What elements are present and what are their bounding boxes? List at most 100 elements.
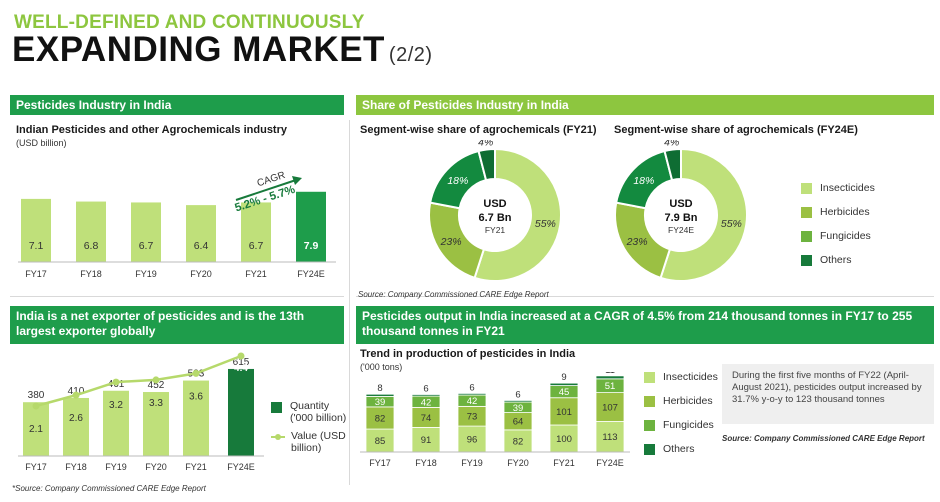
x-tick-label: FY17 bbox=[369, 458, 391, 468]
legend-label: Herbicides bbox=[820, 206, 870, 218]
donut-left-title: Segment-wise share of agrochemicals (FY2… bbox=[360, 124, 597, 136]
stack-others-FY18 bbox=[411, 394, 441, 397]
legend2-item-others: Others bbox=[644, 443, 695, 455]
stack-value-label: 64 bbox=[513, 417, 524, 428]
legend-swatch-fungicides bbox=[801, 230, 812, 242]
bar-value-label: 6.4 bbox=[194, 240, 209, 252]
page-title-text: EXPANDING MARKET bbox=[12, 30, 385, 69]
legend-label: Others bbox=[820, 254, 852, 266]
x-tick-label: FY20 bbox=[190, 269, 212, 279]
stack-value-label: 45 bbox=[559, 387, 570, 398]
x-tick-label: FY18 bbox=[80, 269, 102, 279]
donut-center-line2: 7.9 Bn bbox=[664, 212, 697, 224]
bar-value-label: 7.9 bbox=[304, 240, 319, 252]
quantity-label: 410 bbox=[68, 386, 85, 397]
exporter-combo-chart: 380FY17410FY18461FY19452FY20533FY21615FY… bbox=[18, 352, 264, 472]
section-header-output: Pesticides output in India increased at … bbox=[356, 306, 934, 344]
legend-item-quantity: Quantity ('000 billion) bbox=[271, 400, 354, 424]
section-header-pesticides: Pesticides Industry in India bbox=[10, 95, 344, 115]
slice-label: 18% bbox=[447, 175, 468, 187]
x-tick-label: FY19 bbox=[105, 462, 127, 472]
value-point bbox=[32, 402, 40, 410]
stack-others-label: 6 bbox=[423, 383, 428, 394]
chart1-unit: (USD billion) bbox=[16, 138, 67, 148]
value-point bbox=[152, 376, 160, 384]
stack-value-label: 42 bbox=[421, 397, 432, 408]
legend2-label: Herbicides bbox=[663, 395, 713, 407]
donut-center-line3: FY24E bbox=[668, 225, 694, 235]
stack-value-label: 39 bbox=[375, 397, 386, 408]
stack-others-FY20 bbox=[503, 400, 533, 403]
chart1-title: Indian Pesticides and other Agrochemical… bbox=[16, 124, 287, 136]
x-tick-label: FY21 bbox=[553, 458, 575, 468]
legend-label: Insecticides bbox=[820, 182, 875, 194]
quantity-bar-FY24E bbox=[228, 368, 254, 456]
page-title: EXPANDING MARKET (2/2) bbox=[12, 30, 433, 70]
stack-insecticides-FY21 bbox=[549, 424, 579, 453]
slice-insecticides bbox=[473, 147, 562, 282]
slice-label: 55% bbox=[721, 218, 742, 230]
legend-item-fungicides: Fungicides bbox=[801, 230, 871, 242]
bar-FY21 bbox=[241, 202, 271, 262]
stack-others-FY19 bbox=[457, 393, 487, 396]
x-tick-label: FY17 bbox=[25, 462, 47, 472]
quantity-bar-FY21 bbox=[183, 380, 209, 456]
stack-others-FY24E bbox=[595, 375, 625, 380]
quantity-bar-FY17 bbox=[23, 402, 49, 456]
quantity-bar-FY20 bbox=[143, 392, 169, 456]
slice-others bbox=[477, 147, 496, 182]
legend-label-quantity: Quantity ('000 billion) bbox=[290, 400, 347, 424]
legend2-label: Others bbox=[663, 443, 695, 455]
page-kicker: WELL-DEFINED AND CONTINUOUSLY bbox=[14, 12, 365, 33]
industry-bar-chart: 7.1 FY17 6.8 FY18 6.7 FY19 6.4 FY20 6.7 FY21 7.9 FY… bbox=[18, 170, 336, 279]
legend-item-herbicides: Herbicides bbox=[801, 206, 870, 218]
value-label: 3.3 bbox=[149, 398, 163, 409]
panel-divider-right bbox=[356, 296, 934, 297]
stack-others-label: 6 bbox=[515, 389, 520, 400]
bar-FY17 bbox=[21, 198, 51, 262]
legend-item-insecticides: Insecticides bbox=[801, 182, 875, 194]
slice-others bbox=[663, 147, 682, 182]
stack-value-label: 113 bbox=[602, 432, 617, 443]
stack-value-label: 51 bbox=[605, 381, 616, 392]
x-tick-label: FY17 bbox=[25, 269, 47, 279]
x-tick-label: FY24E bbox=[227, 462, 255, 472]
stack-value-label: 91 bbox=[421, 435, 432, 446]
x-tick-label: FY20 bbox=[507, 458, 529, 468]
stack-value-label: 42 bbox=[467, 396, 478, 407]
legend-swatch-herbicides bbox=[801, 206, 812, 218]
value-point bbox=[112, 378, 120, 386]
stack-others-label: 8 bbox=[377, 383, 382, 394]
stack-insecticides-FY24E bbox=[595, 421, 625, 453]
chart4-unit: ('000 tons) bbox=[360, 362, 403, 372]
legend2-label: Insecticides bbox=[663, 371, 718, 383]
legend-swatch-quantity bbox=[271, 402, 282, 413]
section-header-exporter: India is a net exporter of pesticides an… bbox=[10, 306, 344, 344]
bar-value-label: 7.1 bbox=[29, 240, 44, 252]
x-tick-label: FY24E bbox=[596, 458, 624, 468]
stack-others-label: 11 bbox=[605, 372, 615, 376]
legend2-swatch-herbicides bbox=[644, 395, 655, 407]
stack-others-label: 6 bbox=[469, 382, 474, 393]
legend-label: Fungicides bbox=[820, 230, 871, 242]
slice-label: 23% bbox=[626, 236, 648, 248]
value-label: 3.6 bbox=[189, 391, 203, 402]
stack-value-label: 85 bbox=[375, 436, 386, 447]
x-tick-label: FY24E bbox=[297, 269, 325, 279]
legend-line-marker bbox=[271, 434, 285, 440]
page-part: (2/2) bbox=[388, 44, 433, 66]
x-tick-label: FY21 bbox=[185, 462, 207, 472]
bar-FY24E bbox=[296, 191, 326, 262]
panel-divider-vertical bbox=[349, 120, 350, 485]
x-tick-label: FY19 bbox=[461, 458, 483, 468]
stack-value-label: 73 bbox=[467, 412, 478, 423]
legend2-swatch-fungicides bbox=[644, 419, 655, 431]
slice-label: 55% bbox=[535, 218, 556, 230]
bar-FY20 bbox=[186, 205, 216, 262]
bar-FY18 bbox=[76, 201, 106, 262]
x-tick-label: FY19 bbox=[135, 269, 157, 279]
stack-others-FY21 bbox=[549, 382, 579, 386]
stack-value-label: 74 bbox=[421, 413, 432, 424]
legend2-label: Fungicides bbox=[663, 419, 714, 431]
